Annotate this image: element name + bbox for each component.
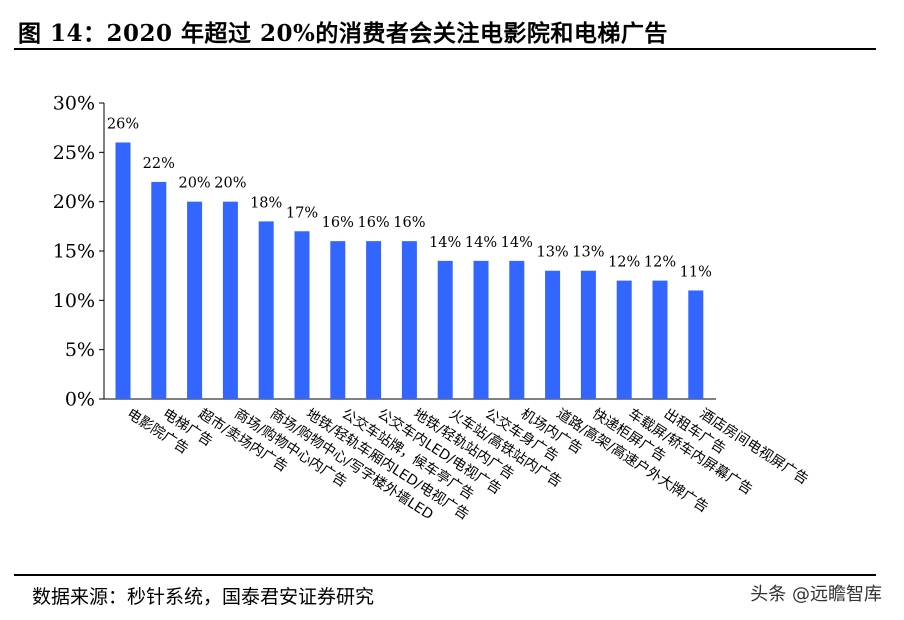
data-label: 14%: [465, 235, 497, 251]
bar: [545, 270, 561, 399]
y-axis-group: 0% 5% 10% 15% 20% 25% 30%: [53, 93, 716, 411]
data-label: 20%: [178, 176, 210, 192]
bar: [294, 231, 310, 399]
y-tick-label: 0%: [65, 389, 95, 411]
data-label: 11%: [680, 264, 712, 280]
chart-title: 图 14：2020 年超过 20%的消费者会关注电影院和电梯广告: [18, 20, 668, 47]
data-label: 14%: [501, 235, 533, 251]
y-tick-label: 20%: [53, 191, 95, 213]
category-labels-group: 电影院广告电梯广告超市/卖场内广告商场/购物中心内广告商场/购物中心/写字楼外墙…: [124, 405, 811, 523]
source-note: 数据来源：秒针系统，国泰君安证券研究: [32, 586, 375, 608]
bar: [580, 270, 596, 399]
title-rule: [14, 48, 876, 50]
bar: [437, 260, 453, 399]
bar: [330, 241, 346, 399]
bar: [187, 201, 203, 399]
data-label: 26%: [107, 116, 139, 132]
data-label: 12%: [644, 255, 676, 271]
data-label: 22%: [143, 156, 175, 172]
data-label: 16%: [322, 215, 354, 231]
bar-chart: 0%5%10%15%20%25%30% 26%22%20% 20%18%17%16…: [53, 93, 811, 524]
data-label: 13%: [572, 245, 604, 261]
bar: [115, 142, 131, 399]
bar: [366, 241, 382, 399]
data-label: 20%: [214, 176, 246, 192]
data-label: 14%: [429, 235, 461, 251]
data-label: 13%: [536, 245, 568, 261]
data-label: 12%: [608, 255, 640, 271]
data-label: 18%: [250, 195, 282, 211]
data-label: 16%: [393, 215, 425, 231]
bar: [509, 260, 525, 399]
bar: [258, 221, 274, 399]
data-label: 16%: [357, 215, 389, 231]
y-tick-label: 10%: [53, 290, 95, 312]
y-tick-label: 5%: [65, 339, 95, 361]
source-rule: [14, 574, 876, 576]
bar: [616, 280, 632, 399]
data-label: 17%: [286, 205, 318, 221]
bar: [473, 260, 489, 399]
bars-group: 26%22%20% 20%18%17%16% 16% 16%14% 14% 14%13% 1…: [107, 116, 712, 399]
bar: [688, 290, 704, 399]
bar: [401, 241, 417, 399]
y-tick-label: 15%: [53, 241, 95, 263]
watermark: 头条 @远瞻智库: [750, 584, 882, 605]
bar: [652, 280, 668, 399]
y-tick-label: 30%: [53, 93, 95, 115]
bar: [222, 201, 238, 399]
bar: [151, 181, 167, 399]
y-tick-label: 25%: [53, 142, 95, 164]
